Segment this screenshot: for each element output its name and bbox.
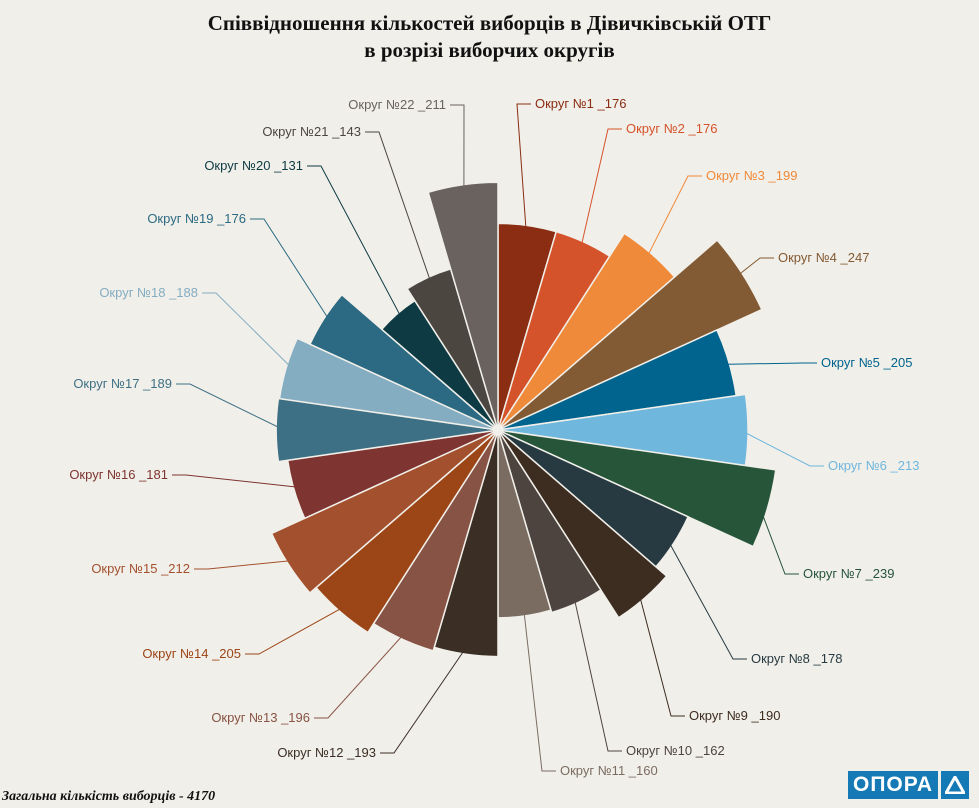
- polar-wedge-okrug-22: [427, 181, 499, 431]
- data-label-okrug-3: Округ №3 _199: [706, 168, 797, 183]
- data-label-okrug-4: Округ №4 _247: [778, 250, 869, 265]
- data-label-okrug-7: Округ №7 _239: [803, 566, 894, 581]
- data-label-okrug-2: Округ №2 _176: [626, 121, 717, 136]
- data-label-okrug-11: Округ №11 _160: [560, 763, 658, 778]
- chart-title-line1: Співвідношення кількостей виборців в Дів…: [207, 11, 772, 35]
- leader-line-okrug-5: [721, 362, 817, 365]
- polar-wedge-okrug-10: [497, 429, 602, 614]
- data-label-okrug-15: Округ №15 _212: [91, 561, 190, 576]
- leader-line-okrug-10: [573, 595, 622, 752]
- leader-line-okrug-19: [250, 218, 332, 323]
- chart-title: Співвідношення кількостей виборців в Дів…: [0, 10, 979, 64]
- leader-line-okrug-22: [450, 104, 465, 193]
- leader-line-okrug-18: [202, 292, 295, 371]
- total-voters-caption: Загальна кількість виборців - 4170: [2, 789, 216, 804]
- data-label-okrug-10: Округ №10 _162: [626, 743, 725, 758]
- leader-line-okrug-4: [734, 257, 774, 278]
- data-label-okrug-14: Округ №14 _205: [142, 646, 241, 661]
- polar-wedge-okrug-19: [309, 293, 499, 431]
- data-label-okrug-13: Округ №13 _196: [211, 710, 310, 725]
- data-label-okrug-16: Округ №16 _181: [69, 467, 168, 482]
- logo-text: ОПОРА: [848, 771, 939, 799]
- data-label-okrug-5: Округ №5 _205: [821, 355, 912, 370]
- leader-line-okrug-16: [172, 474, 302, 489]
- leader-line-okrug-13: [314, 631, 407, 719]
- leader-line-okrug-2: [580, 128, 622, 250]
- triangle-logo-icon: [941, 771, 970, 799]
- leader-line-okrug-3: [645, 175, 702, 260]
- leader-line-okrug-20: [307, 165, 403, 321]
- polar-wedge-okrug-7: [497, 429, 777, 548]
- opora-logo: ОПОРА: [848, 771, 970, 799]
- chart-subtitle: в розрізі виборчих округів: [364, 38, 615, 62]
- data-label-okrug-20: Округ №20 _131: [204, 158, 303, 173]
- leader-line-okrug-8: [666, 538, 747, 660]
- polar-wedge-okrug-4: [497, 239, 763, 431]
- leader-line-okrug-7: [759, 506, 799, 575]
- data-label-okrug-17: Округ №17 _189: [73, 376, 172, 391]
- data-label-okrug-6: Округ №6 _213: [828, 458, 919, 473]
- leader-line-okrug-17: [176, 383, 285, 431]
- data-label-okrug-22: Округ №22 _211: [348, 97, 446, 112]
- data-label-okrug-12: Округ №12 _193: [277, 745, 376, 760]
- leader-line-okrug-1: [516, 103, 531, 234]
- data-label-okrug-21: Округ №21 _143: [262, 124, 361, 139]
- data-label-okrug-19: Округ №19 _176: [147, 211, 246, 226]
- leader-line-okrug-11: [523, 607, 556, 772]
- data-label-okrug-9: Округ №9 _190: [689, 708, 780, 723]
- polar-wedge-okrug-15: [270, 429, 499, 595]
- leader-line-okrug-9: [638, 592, 685, 717]
- data-label-okrug-8: Округ №8 _178: [751, 651, 842, 666]
- leader-line-okrug-12: [380, 646, 468, 754]
- polar-wedge-okrug-18: [278, 337, 499, 431]
- leader-line-okrug-14: [245, 605, 346, 655]
- polar-wedge-okrug-17: [275, 397, 499, 463]
- leader-line-okrug-6: [739, 429, 824, 467]
- data-label-okrug-18: Округ №18 _188: [99, 285, 198, 300]
- polar-wedge-okrug-9: [497, 429, 668, 619]
- leader-line-okrug-21: [365, 131, 433, 285]
- leader-line-okrug-15: [194, 559, 296, 570]
- data-label-okrug-1: Округ №1 _176: [535, 96, 626, 111]
